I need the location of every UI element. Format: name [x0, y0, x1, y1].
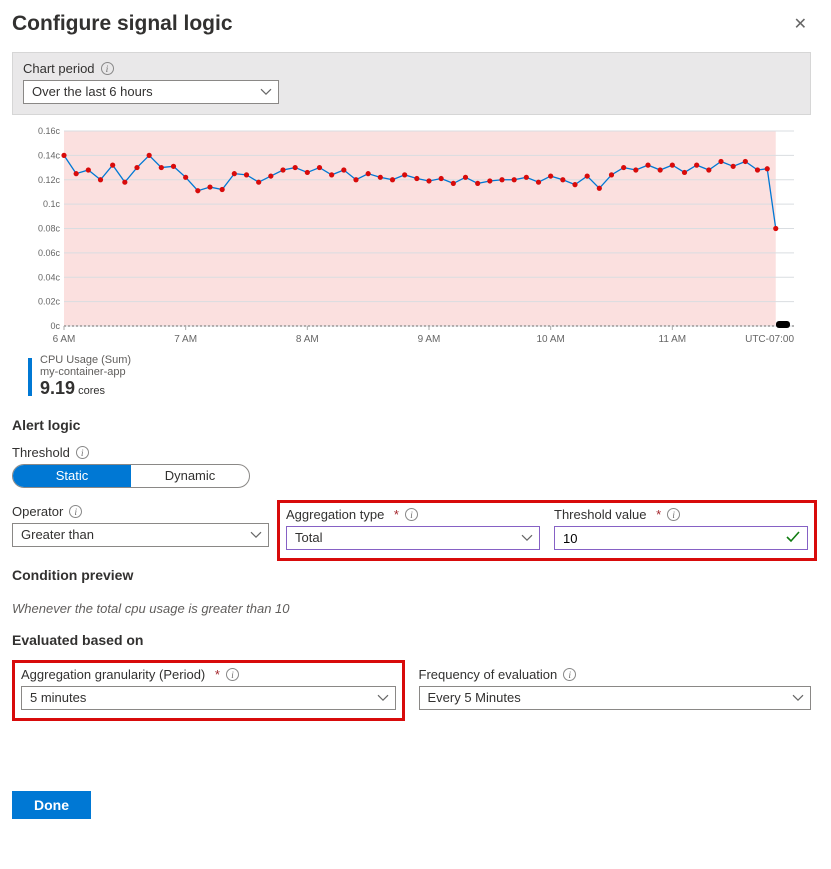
agg-gran-value: 5 minutes: [22, 687, 395, 708]
chart-legend: CPU Usage (Sum) my-container-app 9.19 co…: [28, 354, 811, 399]
threshold-value-label: Threshold value: [554, 507, 647, 522]
operator-select[interactable]: Greater than: [12, 523, 269, 547]
svg-text:8 AM: 8 AM: [296, 334, 319, 345]
svg-text:0.14c: 0.14c: [38, 150, 61, 160]
threshold-value-input[interactable]: [554, 526, 808, 550]
svg-text:0.12c: 0.12c: [38, 175, 61, 185]
info-icon[interactable]: i: [563, 668, 576, 681]
legend-value: 9.19: [40, 378, 75, 398]
page-title: Configure signal logic: [12, 12, 233, 36]
svg-text:10 AM: 10 AM: [536, 334, 564, 345]
operator-value: Greater than: [13, 524, 268, 545]
condition-preview-heading: Condition preview: [12, 567, 811, 583]
alert-logic-heading: Alert logic: [12, 417, 811, 433]
agg-type-select[interactable]: Total: [286, 526, 540, 550]
threshold-toggle[interactable]: Static Dynamic: [12, 464, 250, 488]
svg-text:0.04c: 0.04c: [38, 272, 61, 282]
svg-text:6 AM: 6 AM: [53, 334, 76, 345]
svg-text:11 AM: 11 AM: [659, 334, 687, 345]
chart-period-bar: Chart period i Over the last 6 hours: [12, 52, 811, 115]
freq-label: Frequency of evaluation: [419, 667, 558, 682]
highlight-agg-gran: Aggregation granularity (Period) * i 5 m…: [12, 660, 405, 721]
done-button[interactable]: Done: [12, 791, 91, 819]
svg-text:0.1c: 0.1c: [43, 199, 61, 209]
svg-text:0.08c: 0.08c: [38, 224, 61, 234]
svg-text:0.16c: 0.16c: [38, 126, 61, 136]
info-icon[interactable]: i: [226, 668, 239, 681]
freq-select[interactable]: Every 5 Minutes: [419, 686, 812, 710]
close-icon[interactable]: ✕: [790, 10, 811, 38]
svg-text:0.06c: 0.06c: [38, 248, 61, 258]
legend-metric: CPU Usage (Sum): [40, 354, 131, 366]
info-icon[interactable]: i: [405, 508, 418, 521]
agg-gran-label: Aggregation granularity (Period): [21, 667, 205, 682]
legend-color-bar: [28, 358, 32, 396]
agg-gran-select[interactable]: 5 minutes: [21, 686, 396, 710]
svg-text:7 AM: 7 AM: [174, 334, 197, 345]
info-icon[interactable]: i: [69, 505, 82, 518]
svg-text:9 AM: 9 AM: [418, 334, 441, 345]
check-icon: [786, 530, 800, 546]
agg-type-value: Total: [287, 527, 539, 548]
agg-type-label: Aggregation type: [286, 507, 384, 522]
svg-text:UTC-07:00: UTC-07:00: [745, 334, 794, 345]
legend-resource: my-container-app: [40, 366, 131, 378]
freq-value: Every 5 Minutes: [420, 687, 811, 708]
chart-period-select[interactable]: Over the last 6 hours: [23, 80, 279, 104]
info-icon[interactable]: i: [101, 62, 114, 75]
threshold-dynamic[interactable]: Dynamic: [131, 465, 249, 487]
svg-text:0.02c: 0.02c: [38, 297, 61, 307]
highlight-agg-type: Aggregation type * i Total Threshold val…: [277, 500, 817, 561]
threshold-label: Threshold: [12, 445, 70, 460]
evaluated-heading: Evaluated based on: [12, 632, 811, 648]
svg-text:0c: 0c: [50, 321, 60, 331]
legend-unit: cores: [78, 385, 105, 397]
info-icon[interactable]: i: [667, 508, 680, 521]
info-icon[interactable]: i: [76, 446, 89, 459]
operator-label: Operator: [12, 504, 63, 519]
chart-period-value: Over the last 6 hours: [24, 81, 278, 102]
threshold-static[interactable]: Static: [13, 465, 131, 487]
condition-preview-text: Whenever the total cpu usage is greater …: [12, 601, 811, 616]
chart-period-label: Chart period: [23, 61, 95, 76]
metric-chart: 0c 0.02c 0.04c 0.06c 0.08c 0.1c 0.12c 0.14c 0.16…: [16, 121, 799, 346]
